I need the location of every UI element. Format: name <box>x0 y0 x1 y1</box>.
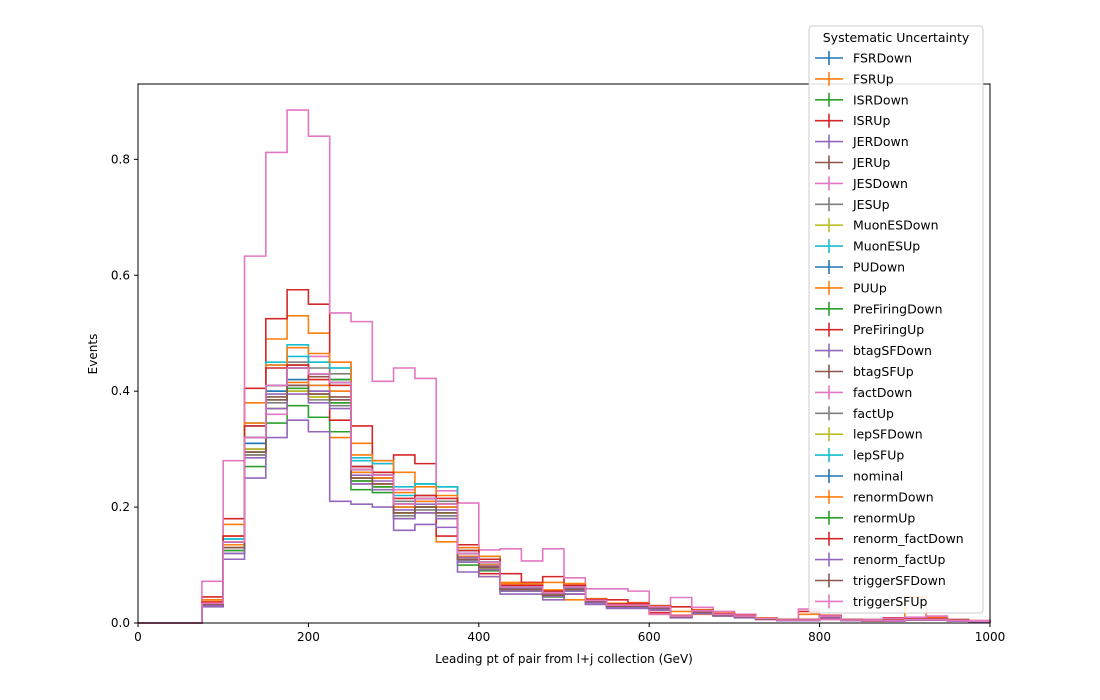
series-line-triggerSFUp <box>138 367 991 624</box>
legend-item-renorm_factUp: renorm_factUp <box>815 552 945 567</box>
legend-item-MuonESUp: MuonESUp <box>815 239 920 254</box>
legend-label: btagSFDown <box>853 343 932 358</box>
y-axis-label: Events <box>86 334 100 375</box>
legend-item-FSRUp: FSRUp <box>815 71 894 86</box>
legend-item-JERDown: JERDown <box>815 134 909 149</box>
x-tick-label: 400 <box>467 630 490 644</box>
legend-item-btagSFDown: btagSFDown <box>815 343 932 358</box>
legend-item-FSRDown: FSRDown <box>815 51 912 66</box>
legend-item-lepSFUp: lepSFUp <box>815 448 904 463</box>
legend-label: lepSFUp <box>853 448 904 463</box>
legend-label: btagSFUp <box>853 364 914 379</box>
plot-frame <box>137 83 991 624</box>
legend-label: PreFiringDown <box>853 301 943 316</box>
legend-label: JERUp <box>852 155 890 170</box>
ticks-layer: 0 200 400 600 800 1000 0.0 0.2 0.4 0.6 0.8 <box>111 152 1005 644</box>
legend-label: JESDown <box>852 176 908 191</box>
legend-label: PreFiringUp <box>853 322 924 337</box>
legend-item-factDown: factDown <box>815 385 912 400</box>
legend-item-renorm_factDown: renorm_factDown <box>815 531 964 546</box>
x-tick-label: 1000 <box>975 630 1006 644</box>
legend-item-renormUp: renormUp <box>815 510 915 525</box>
legend-item-PUUp: PUUp <box>815 280 887 295</box>
legend-frame <box>808 25 984 614</box>
legend-title: Systematic Uncertainty <box>823 30 970 45</box>
legend-item-JERUp: JERUp <box>815 155 890 170</box>
legend-item-triggerSFDown: triggerSFDown <box>815 573 946 588</box>
legend-label: FSRDown <box>853 51 912 66</box>
legend-label: MuonESDown <box>853 218 939 233</box>
legend-label: nominal <box>853 469 903 484</box>
legend-item-PreFiringDown: PreFiringDown <box>815 301 943 316</box>
legend-label: ISRUp <box>853 113 890 128</box>
legend-item-triggerSFUp: triggerSFUp <box>815 594 927 609</box>
legend-item-btagSFUp: btagSFUp <box>815 364 914 379</box>
legend-label: factUp <box>853 406 894 421</box>
legend-label: renorm_factDown <box>853 531 964 546</box>
legend-label: renormUp <box>853 510 915 525</box>
x-tick-label: 200 <box>297 630 320 644</box>
x-axis-label: Leading pt of pair from l+j collection (… <box>435 652 693 666</box>
legend-item-JESUp: JESUp <box>815 197 890 212</box>
legend-label: factDown <box>853 385 912 400</box>
legend-label: ISRDown <box>853 92 909 107</box>
legend-label: renormDown <box>853 489 934 504</box>
y-tick-label: 0.6 <box>111 268 130 282</box>
x-tick-label: 600 <box>638 630 661 644</box>
legend-label: triggerSFUp <box>853 594 927 609</box>
legend-item-ISRUp: ISRUp <box>815 113 890 128</box>
legend-label: JESUp <box>852 197 890 212</box>
legend-label: PUUp <box>853 280 887 295</box>
y-tick-label: 0.0 <box>111 616 130 630</box>
legend-label: JERDown <box>852 134 909 149</box>
legend: Systematic Uncertainty FSRDown FSRUp ISRDo… <box>808 25 984 614</box>
legend-label: PUDown <box>853 260 905 275</box>
x-tick-label: 800 <box>808 630 831 644</box>
legend-item-lepSFDown: lepSFDown <box>815 427 923 442</box>
legend-item-renormDown: renormDown <box>815 489 934 504</box>
legend-item-MuonESDown: MuonESDown <box>815 218 939 233</box>
y-tick-label: 0.2 <box>111 500 130 514</box>
legend-item-ISRDown: ISRDown <box>815 92 909 107</box>
legend-item-factUp: factUp <box>815 406 894 421</box>
x-tick-label: 0 <box>134 630 142 644</box>
legend-label: renorm_factUp <box>853 552 945 567</box>
legend-items: FSRDown FSRUp ISRDown ISRUp JERDown JERUp JESD… <box>815 51 964 609</box>
legend-item-JESDown: JESDown <box>815 176 908 191</box>
legend-label: MuonESUp <box>853 239 920 254</box>
legend-label: lepSFDown <box>853 427 923 442</box>
legend-label: triggerSFDown <box>853 573 946 588</box>
y-tick-label: 0.8 <box>111 152 130 166</box>
legend-item-PUDown: PUDown <box>815 260 905 275</box>
series-layer <box>138 109 991 624</box>
y-tick-label: 0.4 <box>111 384 130 398</box>
legend-label: FSRUp <box>853 71 894 86</box>
legend-item-PreFiringUp: PreFiringUp <box>815 322 924 337</box>
legend-item-nominal: nominal <box>815 469 903 484</box>
